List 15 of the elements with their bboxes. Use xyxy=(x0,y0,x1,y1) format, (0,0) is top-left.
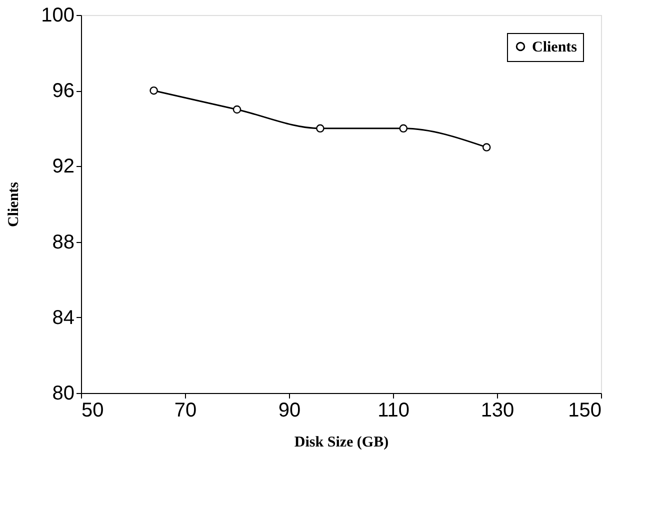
x-tick-label: 50 xyxy=(82,400,104,422)
y-axis-title: Clients xyxy=(6,182,22,227)
legend-label: Clients xyxy=(532,40,578,56)
x-tick-label: 110 xyxy=(378,400,410,422)
x-tick-label: 130 xyxy=(480,400,514,422)
y-tick-label: 88 xyxy=(52,231,74,254)
x-tick-label: 70 xyxy=(174,400,197,422)
y-tick-label: 84 xyxy=(52,306,74,329)
y-tick-label: 92 xyxy=(52,156,74,178)
y-tick-label: 96 xyxy=(52,80,74,102)
y-tick-label: 100 xyxy=(41,4,74,26)
x-tick-label: 150 xyxy=(568,400,602,422)
y-tick-label: 80 xyxy=(52,382,74,404)
x-axis-title: Disk Size (GB) xyxy=(294,434,389,450)
x-tick-label: 90 xyxy=(278,400,301,422)
